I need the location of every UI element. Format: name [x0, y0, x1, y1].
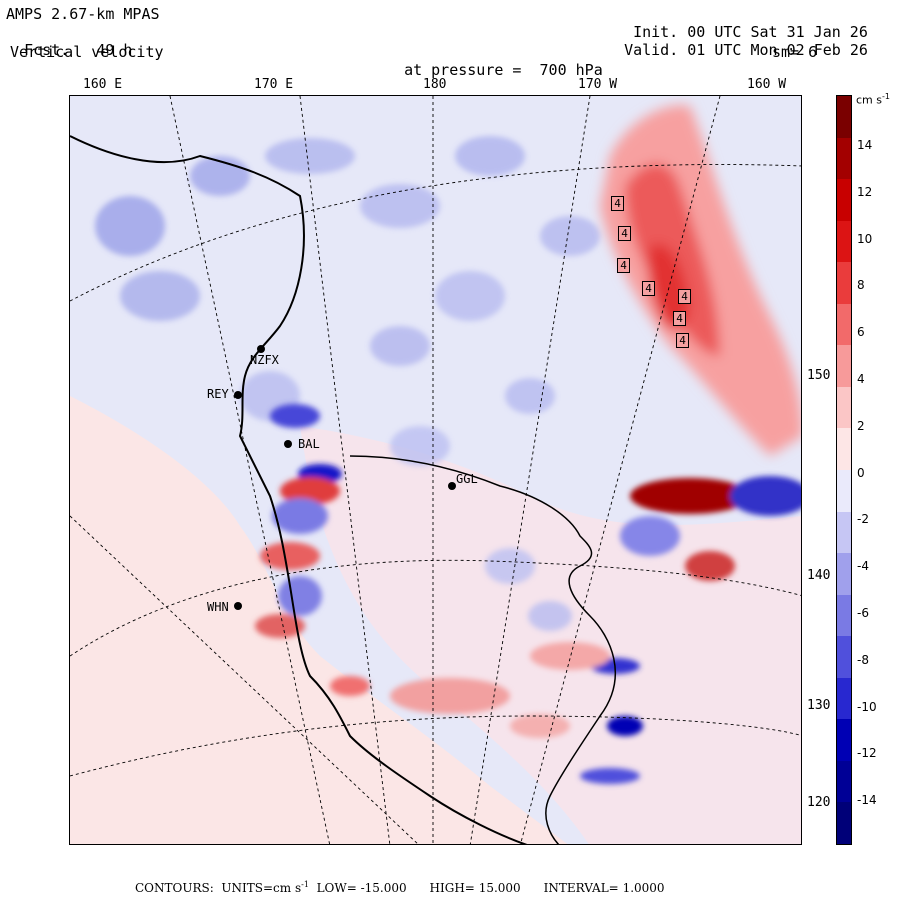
- station-marker-nzfx: [257, 345, 265, 353]
- init-value: 00 UTC Sat 31 Jan 26: [687, 23, 868, 41]
- coastline: [70, 135, 528, 844]
- colorbar-tick-label: -2: [857, 512, 869, 527]
- colorbar-segment: [837, 262, 851, 305]
- pressure-level: at pressure = 700 hPa: [386, 43, 603, 79]
- map-panel: 4 4 4 4 4 4 4 NZFX REY BAL GGL WHN: [69, 95, 802, 845]
- contour-max-label: 4: [618, 226, 631, 241]
- colorbar-segment: [837, 636, 851, 679]
- colorbar-segment: [837, 470, 851, 513]
- valid-time: Valid. 01 UTC Mon 02 Feb 26: [606, 23, 868, 59]
- model-title: AMPS 2.67-km MPAS: [6, 5, 160, 23]
- colorbar-tick-label: -14: [857, 793, 877, 808]
- init-label: Init.: [633, 23, 679, 41]
- colorbar-segment: [837, 96, 851, 139]
- lon-label-160e: 160 E: [83, 77, 123, 92]
- colorbar-segment: [837, 303, 851, 346]
- contour-max-label: 4: [611, 196, 624, 211]
- low-value: -15.000: [360, 881, 407, 895]
- station-label-whn: WHN: [207, 600, 229, 614]
- colorbar-unit: cm s-1: [856, 92, 890, 107]
- station-marker-bal: [284, 440, 292, 448]
- colorbar-tick-label: -6: [857, 606, 869, 620]
- graticule: [70, 96, 801, 844]
- interval-label: INTERVAL=: [543, 881, 619, 895]
- smoothing: sm= 6: [772, 43, 818, 61]
- station-label-rey: REY: [207, 387, 229, 401]
- colorbar-segment: [837, 802, 851, 845]
- station-marker-rey: [234, 391, 242, 399]
- lon-label-180: 180: [423, 77, 447, 92]
- colorbar-segment: [837, 137, 851, 180]
- colorbar-unit-exp: -1: [882, 92, 890, 101]
- mountain-wave-dipoles: [255, 404, 801, 784]
- field-name: Vertical velocity: [10, 43, 164, 61]
- contour-info: CONTOURS: UNITS=cm s-1 LOW= -15.000 HIGH…: [135, 880, 665, 895]
- units-label: UNITS=cm s: [221, 881, 302, 895]
- contours-label: CONTOURS:: [135, 881, 214, 895]
- vertical-velocity-map: [70, 96, 801, 844]
- weak-ascent-region: [70, 396, 568, 844]
- contour-max-label: 4: [678, 289, 691, 304]
- colorbar-segment: [837, 386, 851, 429]
- colorbar-segment: [837, 719, 851, 762]
- colorbar-segment: [837, 511, 851, 554]
- colorbar-tick-label: -12: [857, 746, 877, 761]
- colorbar-segment: [837, 220, 851, 263]
- lon-label-160w: 160 W: [747, 77, 787, 92]
- forecast-hour: Fcst. 49 h: [6, 23, 132, 59]
- colorbar-tick-label: 6: [857, 325, 865, 340]
- contour-max-label: 4: [642, 281, 655, 296]
- units-exp: -1: [301, 880, 309, 889]
- valid-value: 01 UTC Mon 02 Feb 26: [687, 41, 868, 59]
- colorbar: [836, 95, 852, 845]
- colorbar-tick-label: 10: [857, 231, 873, 246]
- init-time: Init. 00 UTC Sat 31 Jan 26: [615, 5, 868, 41]
- lon-label-170w: 170 W: [578, 77, 618, 92]
- low-label: LOW=: [316, 881, 357, 895]
- contour-max-label: 4: [676, 333, 689, 348]
- ross-ice-shelf-edge: [349, 455, 616, 844]
- ascent-band: [600, 105, 801, 456]
- colorbar-tick-label: 0: [857, 465, 865, 480]
- colorbar-segment: [837, 345, 851, 388]
- colorbar-unit-text: cm s: [856, 93, 882, 107]
- colorbar-segment: [837, 594, 851, 637]
- colorbar-tick-label: -10: [857, 699, 877, 714]
- station-label-ggl: GGL: [456, 472, 478, 486]
- fcst-value: 49 h: [96, 41, 133, 59]
- high-value: 15.000: [478, 881, 521, 895]
- contour-max-label: 4: [617, 258, 630, 273]
- colorbar-segment: [837, 760, 851, 803]
- colorbar-segment: [837, 179, 851, 222]
- colorbar-tick-label: -4: [857, 559, 869, 574]
- colorbar-tick-label: 2: [857, 418, 865, 433]
- station-marker-whn: [234, 602, 242, 610]
- pressure-value: 700 hPa: [539, 61, 603, 79]
- colorbar-tick-label: -8: [857, 652, 869, 667]
- fcst-label: Fcst.: [24, 41, 70, 59]
- colorbar-tick-label: 12: [857, 184, 873, 199]
- station-marker-ggl: [448, 482, 456, 490]
- high-label: HIGH=: [429, 881, 475, 895]
- valid-label: Valid.: [624, 41, 679, 59]
- colorbar-segment: [837, 553, 851, 596]
- station-label-nzfx: NZFX: [250, 353, 279, 367]
- pressure-label: at pressure =: [404, 61, 522, 79]
- colorbar-tick-label: 14: [857, 138, 873, 152]
- colorbar-segment: [837, 428, 851, 471]
- station-label-bal: BAL: [298, 437, 320, 451]
- lon-label-170e: 170 E: [254, 77, 294, 92]
- colorbar-tick-label: 4: [857, 372, 865, 386]
- colorbar-segment: [837, 677, 851, 720]
- contour-max-label: 4: [673, 311, 686, 326]
- interval-value: 1.0000: [622, 881, 665, 895]
- colorbar-tick-label: 8: [857, 278, 865, 293]
